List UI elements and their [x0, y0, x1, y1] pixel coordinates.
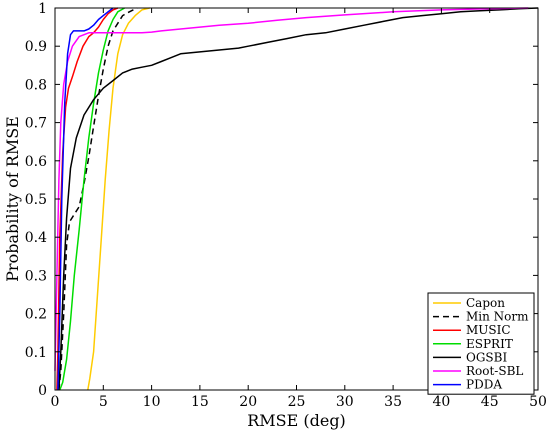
x-tick-label: 40 — [432, 394, 450, 410]
series-line-root-sbl — [54, 7, 529, 371]
series-line-music — [56, 7, 119, 391]
y-tick-label: 0.5 — [25, 192, 47, 208]
legend-label: MUSIC — [466, 323, 511, 337]
y-tick-label: 0.2 — [25, 307, 47, 323]
legend-label: ESPRIT — [466, 337, 513, 351]
series-line-min-norm — [58, 7, 138, 391]
x-tick-label: 10 — [143, 394, 161, 410]
x-tick-label: 5 — [99, 394, 108, 410]
y-tick-label: 0.8 — [25, 77, 47, 93]
legend-label: OGSBI — [466, 350, 507, 364]
x-tick-label: 35 — [384, 394, 402, 410]
x-axis-title: RMSE (deg) — [247, 411, 346, 430]
y-tick-label: 1 — [38, 1, 47, 17]
x-tick-label: 30 — [336, 394, 354, 410]
legend-label: PDDA — [466, 378, 502, 392]
y-tick-label: 0.9 — [25, 39, 47, 55]
y-tick-label: 0.4 — [25, 230, 47, 246]
y-tick-label: 0.1 — [25, 345, 47, 361]
plot-lines — [54, 7, 539, 391]
y-tick-label: 0.6 — [25, 154, 47, 170]
legend-label: Root-SBL — [466, 364, 523, 378]
series-line-ogsbi — [58, 7, 539, 391]
x-tick-label: 15 — [191, 394, 209, 410]
x-tick-label: 50 — [529, 394, 547, 410]
y-tick-label: 0.7 — [25, 116, 47, 132]
series-line-capon — [87, 7, 150, 391]
x-tick-label: 45 — [481, 394, 499, 410]
axis-ticks: 0 5 10 15 20 25 30 35 40 45 50 0 0.1 0.2 0.3 0.4 0.5 0.6 0… — [25, 1, 547, 410]
series-line-pdda — [57, 7, 114, 391]
x-tick-label: 20 — [239, 394, 257, 410]
series-line-esprit — [59, 7, 125, 391]
y-tick-label: 0 — [38, 383, 47, 399]
y-tick-label: 0.3 — [25, 268, 47, 284]
x-tick-label: 25 — [288, 394, 306, 410]
legend-label: Min Norm — [466, 310, 529, 324]
legend-label: Capon — [466, 296, 505, 310]
y-axis-title: Probability of RMSE — [3, 116, 22, 282]
x-tick-label: 0 — [51, 394, 60, 410]
